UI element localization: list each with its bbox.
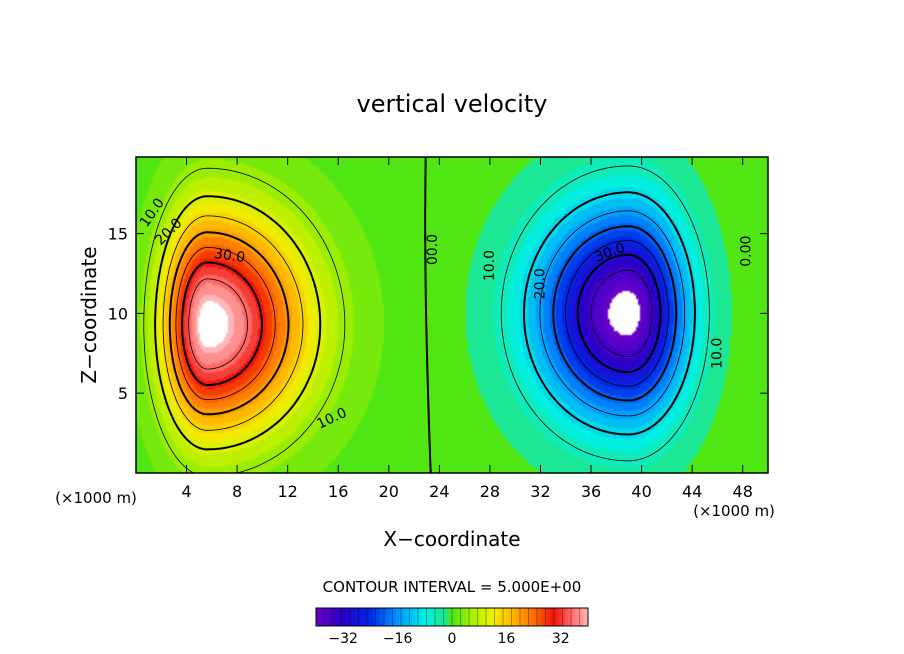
y-axis: 5 10 15 [108, 225, 768, 403]
contour-line [552, 225, 678, 402]
contour-line [154, 195, 322, 451]
y-tick-label: 10 [108, 304, 128, 323]
contour-line [188, 278, 248, 370]
contour-label: 10.0 [709, 338, 725, 369]
contour-label: 30.0 [213, 246, 246, 266]
colorbar-tick-label: −32 [328, 631, 358, 647]
x-tick-label: 4 [181, 482, 191, 501]
plot-frame [135, 156, 769, 474]
contour-line [590, 269, 653, 357]
colorbar-tick-label: −16 [383, 631, 413, 647]
x-tick-label: 44 [682, 482, 702, 501]
colorbar-ticks: −32 −16 0 16 32 [324, 608, 580, 647]
chart-title: vertical velocity [357, 90, 548, 118]
x-tick-label: 36 [581, 482, 601, 501]
colorbar-tick-label: 16 [497, 631, 515, 647]
contour-label: 0.00 [739, 236, 755, 267]
contour-label: 00.0 [425, 234, 441, 265]
contour-line [539, 210, 686, 417]
contour-line [175, 247, 276, 400]
x-axis: 4 8 12 16 20 24 28 32 36 40 44 48 [181, 157, 753, 501]
x-axis-label: X−coordinate [383, 527, 520, 551]
contour-line [143, 167, 346, 473]
contour-line [162, 215, 304, 431]
x-tick-label: 12 [278, 482, 298, 501]
contour-interval-text: CONTOUR INTERVAL = 5.000E+00 [323, 578, 582, 596]
velocity-field [136, 157, 768, 473]
x-tick-label: 40 [631, 482, 651, 501]
y-axis-label: Z−coordinate [77, 246, 101, 383]
contour-line [565, 240, 669, 387]
y-tick-label: 5 [118, 384, 128, 403]
y-tick-label: 15 [108, 225, 128, 244]
contour-line [500, 165, 710, 462]
x-tick-label: 8 [232, 482, 242, 501]
x-tick-label: 20 [379, 482, 399, 501]
contour-line [181, 261, 263, 386]
contour-lines [143, 157, 710, 473]
contour-label: 10.0 [482, 250, 498, 281]
contour-line [168, 231, 290, 416]
x-unit-right: (×1000 m) [693, 502, 775, 520]
x-tick-label: 16 [328, 482, 348, 501]
x-tick-label: 48 [733, 482, 753, 501]
x-tick-label: 32 [530, 482, 550, 501]
colorbar-tick-label: 0 [448, 631, 457, 647]
contour-line [523, 191, 696, 436]
x-tick-label: 24 [429, 482, 449, 501]
x-unit-left: (×1000 m) [55, 489, 137, 507]
contour-labels: 10.020.030.010.000.010.0-20.030.010.00.0… [137, 196, 755, 433]
contour-line [576, 253, 662, 373]
contour-line [424, 157, 432, 473]
colorbar-tick-label: 32 [552, 631, 570, 647]
x-tick-label: 28 [480, 482, 500, 501]
contour-label: -20.0 [532, 268, 548, 304]
